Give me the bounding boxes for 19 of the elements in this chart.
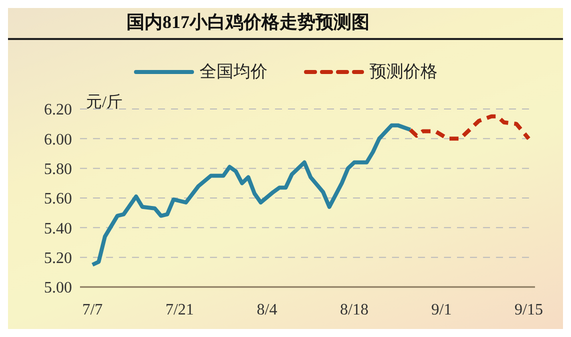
y-tick-label: 5.20 <box>44 250 72 268</box>
x-tick-label: 9/15 <box>514 301 543 318</box>
chart-title: 国内817小白鸡价格走势预测图 <box>126 12 370 32</box>
line-series <box>90 123 412 267</box>
y-tick-label: 5.60 <box>44 190 72 208</box>
x-tick-label: 7/7 <box>82 301 103 318</box>
y-tick-label: 5.80 <box>44 161 72 178</box>
y-tick-label: 5.40 <box>44 220 72 238</box>
legend-label: 全国均价 <box>200 61 268 83</box>
x-tick-label: 8/4 <box>256 301 278 318</box>
x-tick-label: 9/1 <box>431 301 452 318</box>
y-tick-label: 6.20 <box>44 102 72 119</box>
y-tick-label: 6.00 <box>44 131 72 148</box>
y-tick-label: 5.00 <box>44 280 72 297</box>
line-series <box>408 114 531 141</box>
x-tick-label: 7/21 <box>166 301 194 318</box>
y-axis-title: 元/斤 <box>86 94 122 111</box>
legend-label: 预测价格 <box>370 61 438 83</box>
x-tick-label: 8/18 <box>340 301 368 318</box>
